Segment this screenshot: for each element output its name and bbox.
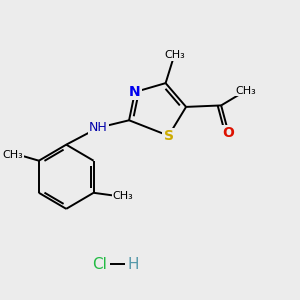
Text: N: N: [129, 85, 141, 99]
Text: Cl: Cl: [92, 257, 107, 272]
Text: H: H: [128, 257, 139, 272]
Text: CH₃: CH₃: [112, 191, 133, 201]
Text: CH₃: CH₃: [236, 85, 256, 96]
Text: S: S: [164, 129, 173, 143]
Text: CH₃: CH₃: [164, 50, 185, 60]
Text: NH: NH: [89, 121, 108, 134]
Text: O: O: [223, 126, 234, 140]
Text: CH₃: CH₃: [3, 150, 23, 160]
